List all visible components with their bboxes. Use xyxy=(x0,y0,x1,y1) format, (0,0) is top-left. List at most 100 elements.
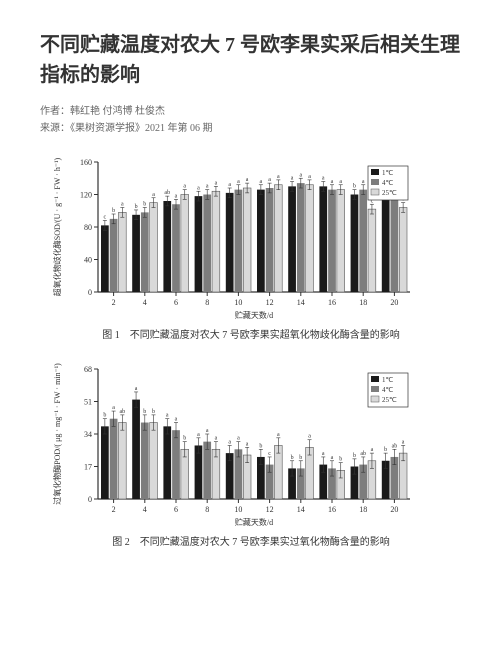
svg-text:超氧化物歧化酶SOD/(U · g⁻¹ · FW · h⁻¹: 超氧化物歧化酶SOD/(U · g⁻¹ · FW · h⁻¹) xyxy=(52,157,62,296)
svg-text:c: c xyxy=(268,451,271,457)
svg-text:18: 18 xyxy=(359,505,367,514)
svg-text:12: 12 xyxy=(266,298,274,307)
chart-2-caption: 图 2 不同贮藏温度对农大 7 号欧李果实过氧化物酶含量的影响 xyxy=(40,533,462,548)
svg-text:b: b xyxy=(183,436,186,442)
svg-text:b: b xyxy=(259,443,262,449)
svg-text:b: b xyxy=(143,202,146,208)
svg-text:6: 6 xyxy=(174,505,178,514)
chart-2: 017345168baab2abb4aab6aaa8aaa10bca12bba1… xyxy=(40,359,460,529)
svg-text:a: a xyxy=(112,405,115,411)
svg-text:b: b xyxy=(353,453,356,459)
chart-1-container: 04080120160cba2bba4abaa6aaa8aaa10aaa12aa… xyxy=(40,152,462,341)
svg-text:a: a xyxy=(277,432,280,438)
source-line: 来源：《果树资源学报》2021 年第 06 期 xyxy=(40,119,462,134)
svg-text:ab: ab xyxy=(164,190,170,196)
svg-text:b: b xyxy=(112,208,115,214)
svg-text:a: a xyxy=(215,436,218,442)
svg-text:b: b xyxy=(384,447,387,453)
svg-text:4: 4 xyxy=(143,298,147,307)
svg-text:a: a xyxy=(339,179,342,185)
svg-text:a: a xyxy=(121,202,124,208)
svg-text:1℃: 1℃ xyxy=(382,376,394,384)
svg-text:ab: ab xyxy=(119,409,125,415)
authors-line: 作者：韩红艳 付鸿博 杜俊杰 xyxy=(40,102,462,117)
svg-text:18: 18 xyxy=(359,298,367,307)
svg-text:a: a xyxy=(277,174,280,180)
svg-text:a: a xyxy=(237,179,240,185)
svg-text:2: 2 xyxy=(112,298,116,307)
svg-text:2: 2 xyxy=(112,505,116,514)
svg-text:a: a xyxy=(371,447,374,453)
svg-text:4℃: 4℃ xyxy=(382,179,394,187)
svg-text:a: a xyxy=(228,439,231,445)
svg-text:过氧化物酶POD/( μg · mg⁻¹ · FW · mi: 过氧化物酶POD/( μg · mg⁻¹ · FW · min⁻¹) xyxy=(52,363,62,505)
svg-text:a: a xyxy=(237,436,240,442)
svg-text:a: a xyxy=(183,184,186,190)
svg-text:a: a xyxy=(246,177,249,183)
chart-1-caption: 图 1 不同贮藏温度对农大 7 号欧李果实超氧化物歧化酶含量的影响 xyxy=(40,326,462,341)
svg-text:25℃: 25℃ xyxy=(382,396,397,404)
svg-text:a: a xyxy=(268,177,271,183)
svg-text:b: b xyxy=(299,455,302,461)
svg-text:80: 80 xyxy=(84,223,92,232)
svg-text:ab: ab xyxy=(360,451,366,457)
svg-text:0: 0 xyxy=(88,288,92,297)
svg-text:ab: ab xyxy=(392,443,398,449)
svg-text:160: 160 xyxy=(80,158,92,167)
svg-text:a: a xyxy=(362,179,365,185)
svg-text:6: 6 xyxy=(174,298,178,307)
svg-text:a: a xyxy=(331,179,334,185)
svg-text:b: b xyxy=(103,413,106,419)
svg-text:a: a xyxy=(152,192,155,198)
svg-text:a: a xyxy=(175,193,178,199)
svg-text:120: 120 xyxy=(80,191,92,200)
svg-text:10: 10 xyxy=(234,505,242,514)
svg-text:a: a xyxy=(291,176,294,182)
chart-2-container: 017345168baab2abb4aab6aaa8aaa10bca12bba1… xyxy=(40,359,462,548)
svg-text:c: c xyxy=(104,215,107,221)
svg-text:a: a xyxy=(228,182,231,188)
svg-text:68: 68 xyxy=(84,365,92,374)
svg-text:b: b xyxy=(152,409,155,415)
svg-text:a: a xyxy=(135,386,138,392)
svg-text:17: 17 xyxy=(84,463,92,472)
svg-text:8: 8 xyxy=(205,505,209,514)
svg-text:b: b xyxy=(291,455,294,461)
svg-text:a: a xyxy=(215,180,218,186)
svg-text:20: 20 xyxy=(390,505,398,514)
svg-text:0: 0 xyxy=(88,495,92,504)
svg-text:a: a xyxy=(322,451,325,457)
svg-text:14: 14 xyxy=(297,298,305,307)
svg-text:40: 40 xyxy=(84,256,92,265)
svg-text:贮藏天数/d: 贮藏天数/d xyxy=(235,517,273,527)
svg-text:16: 16 xyxy=(328,505,336,514)
svg-text:a: a xyxy=(206,428,209,434)
svg-text:a: a xyxy=(166,413,169,419)
svg-text:a: a xyxy=(322,176,325,182)
svg-text:a: a xyxy=(402,439,405,445)
page-title: 不同贮藏温度对农大 7 号欧李果实采后相关生理指标的影响 xyxy=(40,30,462,90)
svg-text:b: b xyxy=(143,409,146,415)
svg-text:a: a xyxy=(260,179,263,185)
svg-text:a: a xyxy=(299,172,302,178)
svg-text:a: a xyxy=(197,432,200,438)
svg-text:8: 8 xyxy=(205,298,209,307)
svg-text:4: 4 xyxy=(143,505,147,514)
svg-text:4℃: 4℃ xyxy=(382,386,394,394)
svg-text:a: a xyxy=(175,417,178,423)
svg-text:a: a xyxy=(308,434,311,440)
svg-text:14: 14 xyxy=(297,505,305,514)
svg-text:a: a xyxy=(197,185,200,191)
svg-text:51: 51 xyxy=(84,398,92,407)
svg-text:a: a xyxy=(331,455,334,461)
svg-text:b: b xyxy=(339,457,342,463)
svg-text:a: a xyxy=(308,174,311,180)
svg-text:1℃: 1℃ xyxy=(382,169,394,177)
svg-text:16: 16 xyxy=(328,298,336,307)
svg-text:b: b xyxy=(353,184,356,190)
svg-text:25℃: 25℃ xyxy=(382,189,397,197)
svg-text:a: a xyxy=(206,184,209,190)
svg-text:12: 12 xyxy=(266,505,274,514)
svg-text:20: 20 xyxy=(390,298,398,307)
svg-text:贮藏天数/d: 贮藏天数/d xyxy=(235,310,273,320)
